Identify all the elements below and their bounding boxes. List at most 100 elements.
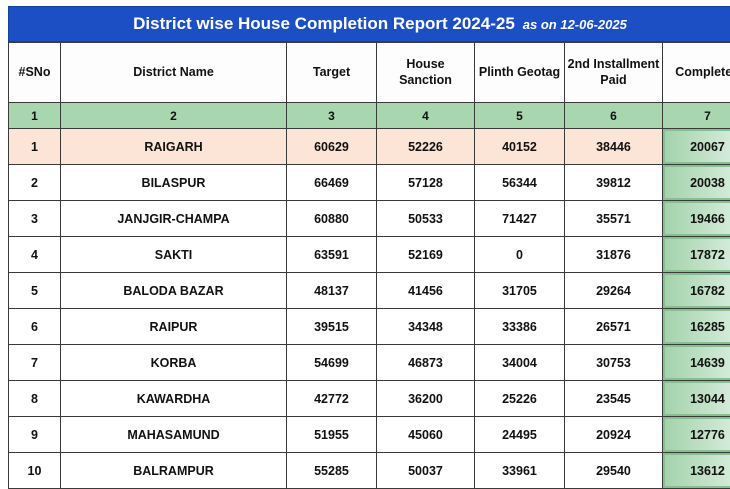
cell-installment: 38446: [565, 129, 663, 165]
header-district: District Name: [61, 43, 287, 103]
cell-sanction: 45060: [377, 417, 475, 453]
table-row: 7 KORBA 54699 46873 34004 30753 14639: [9, 345, 730, 381]
colnum-3: 3: [287, 103, 377, 129]
table-row: 5 BALODA BAZAR 48137 41456 31705 29264 1…: [9, 273, 730, 309]
header-plinth: Plinth Geotag: [475, 43, 565, 103]
cell-installment: 31876: [565, 237, 663, 273]
cell-completed: 13612: [663, 453, 730, 489]
cell-plinth: 56344: [475, 165, 565, 201]
header-completed: Completed: [663, 43, 730, 103]
cell-district: BALODA BAZAR: [61, 273, 287, 309]
table-row: 6 RAIPUR 39515 34348 33386 26571 16285: [9, 309, 730, 345]
cell-completed: 17872: [663, 237, 730, 273]
column-number-row: 1 2 3 4 5 6 7: [9, 103, 730, 129]
cell-sno: 5: [9, 273, 61, 309]
cell-installment: 23545: [565, 381, 663, 417]
cell-sanction: 52169: [377, 237, 475, 273]
cell-sanction: 46873: [377, 345, 475, 381]
cell-district: BALRAMPUR: [61, 453, 287, 489]
cell-district: SAKTI: [61, 237, 287, 273]
header-sno: #SNo: [9, 43, 61, 103]
cell-completed: 16782: [663, 273, 730, 309]
cell-target: 60629: [287, 129, 377, 165]
cell-plinth: 34004: [475, 345, 565, 381]
cell-target: 66469: [287, 165, 377, 201]
cell-plinth: 24495: [475, 417, 565, 453]
cell-installment: 26571: [565, 309, 663, 345]
colnum-6: 6: [565, 103, 663, 129]
table-row: 9 MAHASAMUND 51955 45060 24495 20924 127…: [9, 417, 730, 453]
cell-completed: 20067: [663, 129, 730, 165]
report-stage: District wise House Completion Report 20…: [8, 6, 730, 489]
cell-completed: 19466: [663, 201, 730, 237]
cell-completed: 13044: [663, 381, 730, 417]
table-row: 10 BALRAMPUR 55285 50037 33961 29540 136…: [9, 453, 730, 489]
cell-plinth: 25226: [475, 381, 565, 417]
cell-sanction: 50533: [377, 201, 475, 237]
table-row: 3 JANJGIR-CHAMPA 60880 50533 71427 35571…: [9, 201, 730, 237]
colnum-2: 2: [61, 103, 287, 129]
colnum-4: 4: [377, 103, 475, 129]
cell-installment: 35571: [565, 201, 663, 237]
cell-sno: 1: [9, 129, 61, 165]
cell-sanction: 57128: [377, 165, 475, 201]
cell-sno: 7: [9, 345, 61, 381]
cell-district: BILASPUR: [61, 165, 287, 201]
cell-plinth: 0: [475, 237, 565, 273]
cell-sno: 3: [9, 201, 61, 237]
cell-target: 60880: [287, 201, 377, 237]
table-row: 8 KAWARDHA 42772 36200 25226 23545 13044: [9, 381, 730, 417]
cell-sno: 4: [9, 237, 61, 273]
cell-sanction: 41456: [377, 273, 475, 309]
cell-installment: 29540: [565, 453, 663, 489]
cell-installment: 29264: [565, 273, 663, 309]
cell-target: 54699: [287, 345, 377, 381]
report-title: District wise House Completion Report 20…: [133, 14, 515, 34]
cell-district: KAWARDHA: [61, 381, 287, 417]
cell-sanction: 36200: [377, 381, 475, 417]
cell-installment: 30753: [565, 345, 663, 381]
cell-target: 51955: [287, 417, 377, 453]
header-row: #SNo District Name Target House Sanction…: [9, 43, 730, 103]
colnum-5: 5: [475, 103, 565, 129]
cell-district: JANJGIR-CHAMPA: [61, 201, 287, 237]
cell-sno: 2: [9, 165, 61, 201]
cell-completed: 14639: [663, 345, 730, 381]
table-row: 1 RAIGARH 60629 52226 40152 38446 20067: [9, 129, 730, 165]
cell-installment: 20924: [565, 417, 663, 453]
report-title-date: as on 12-06-2025: [523, 17, 627, 32]
cell-installment: 39812: [565, 165, 663, 201]
cell-target: 55285: [287, 453, 377, 489]
report-table: #SNo District Name Target House Sanction…: [8, 42, 730, 489]
header-target: Target: [287, 43, 377, 103]
cell-district: RAIPUR: [61, 309, 287, 345]
header-sanction: House Sanction: [377, 43, 475, 103]
cell-sno: 6: [9, 309, 61, 345]
cell-sno: 10: [9, 453, 61, 489]
colnum-7: 7: [663, 103, 730, 129]
table-row: 2 BILASPUR 66469 57128 56344 39812 20038: [9, 165, 730, 201]
cell-sno: 9: [9, 417, 61, 453]
cell-plinth: 71427: [475, 201, 565, 237]
cell-plinth: 40152: [475, 129, 565, 165]
cell-district: KORBA: [61, 345, 287, 381]
cell-target: 39515: [287, 309, 377, 345]
colnum-1: 1: [9, 103, 61, 129]
cell-sno: 8: [9, 381, 61, 417]
cell-sanction: 50037: [377, 453, 475, 489]
cell-district: MAHASAMUND: [61, 417, 287, 453]
cell-sanction: 52226: [377, 129, 475, 165]
cell-plinth: 33961: [475, 453, 565, 489]
header-installment: 2nd Installment Paid: [565, 43, 663, 103]
cell-completed: 12776: [663, 417, 730, 453]
cell-completed: 20038: [663, 165, 730, 201]
cell-target: 42772: [287, 381, 377, 417]
table-row: 4 SAKTI 63591 52169 0 31876 17872: [9, 237, 730, 273]
cell-completed: 16285: [663, 309, 730, 345]
cell-plinth: 31705: [475, 273, 565, 309]
report-title-bar: District wise House Completion Report 20…: [8, 6, 730, 42]
cell-sanction: 34348: [377, 309, 475, 345]
cell-target: 63591: [287, 237, 377, 273]
cell-target: 48137: [287, 273, 377, 309]
cell-district: RAIGARH: [61, 129, 287, 165]
